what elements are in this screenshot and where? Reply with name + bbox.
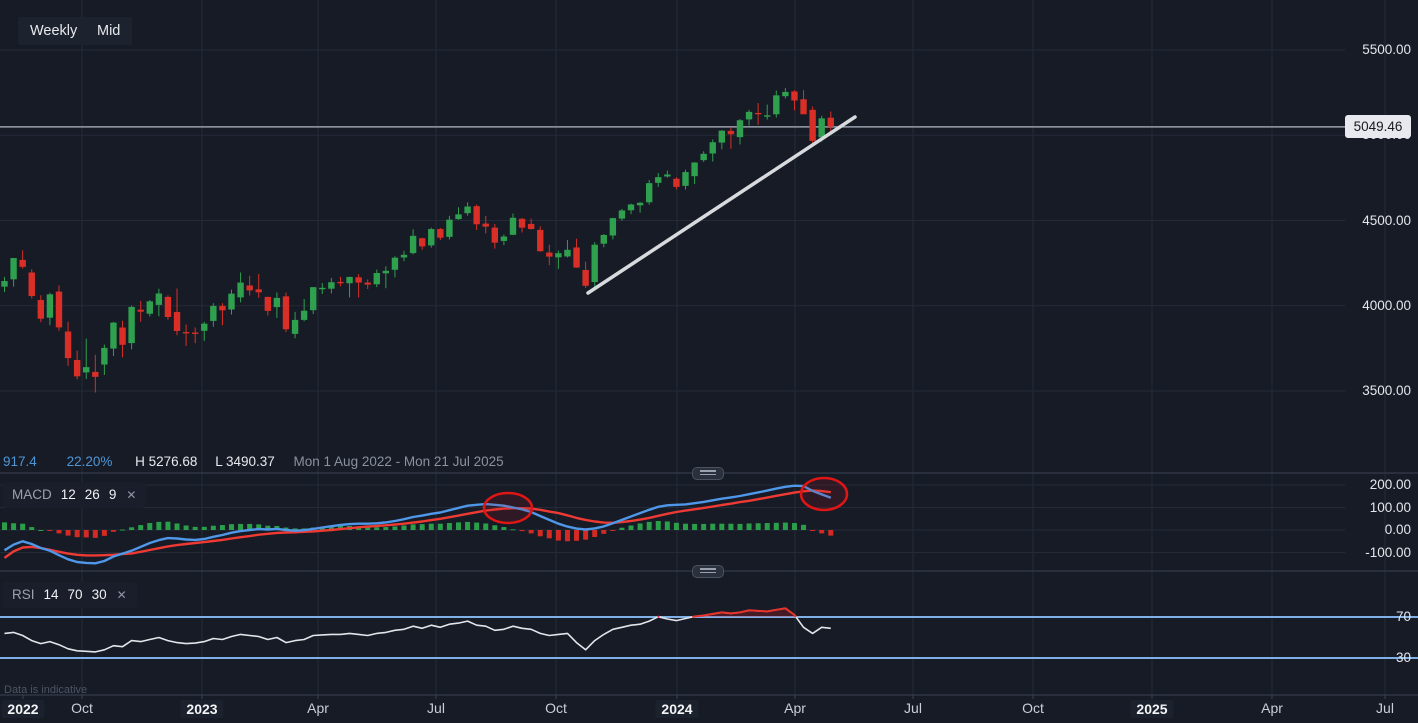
price-axis-label: 3500.00: [1362, 383, 1411, 398]
rsi-close-icon[interactable]: ✕: [116, 588, 127, 602]
macd-axis-label: 100.00: [1369, 499, 1411, 515]
rsi-layer[interactable]: [4, 607, 831, 653]
rsi-label: RSI: [12, 587, 35, 602]
price-axis[interactable]: 5500.005000.004500.004000.003500.00200.0…: [1345, 0, 1418, 695]
chart-size-mid-button[interactable]: Mid: [85, 17, 133, 45]
macd-layer[interactable]: [2, 484, 834, 565]
pane-resize-handle-rsi[interactable]: [692, 565, 724, 578]
rsi-param-lower: 30: [91, 587, 107, 602]
macd-line: [3, 484, 832, 565]
time-axis-month-label: Jul: [427, 700, 445, 716]
rsi-param-upper: 70: [67, 587, 83, 602]
time-axis-month-label: Jul: [1376, 700, 1394, 716]
rsi-legend[interactable]: RSI 14 70 30 ✕: [2, 582, 137, 608]
annotation-ellipse[interactable]: [482, 491, 534, 525]
time-axis-month-label: Oct: [1022, 700, 1044, 716]
macd-axis-label: 200.00: [1369, 477, 1411, 492]
time-axis-month-label: Apr: [1261, 700, 1283, 716]
time-axis-month-label: Oct: [71, 700, 93, 716]
macd-axis-label: 0.00: [1384, 522, 1411, 537]
macd-param-slow: 26: [84, 487, 100, 502]
price-axis-label: 4000.00: [1362, 297, 1411, 313]
macd-axis-label: -100.00: [1365, 544, 1411, 560]
symbol-info-bar: 917.4 22.20% H 5276.68 L 3490.37 Mon 1 A…: [3, 454, 504, 469]
rsi-overbought-line: [692, 607, 797, 618]
range-low: L 3490.37: [215, 454, 275, 469]
macd-label: MACD: [12, 487, 52, 502]
macd-signal-line: [3, 489, 831, 559]
change-percent: 22.20%: [66, 454, 113, 469]
price-axis-label: 5500.00: [1362, 42, 1411, 57]
time-axis-year-label: 2024: [655, 700, 699, 718]
time-axis[interactable]: 2022 Oct 2023 Apr Jul Oct 2024 Apr Jul Oct 2025 Apr…: [0, 695, 1418, 723]
trendline-drawing[interactable]: [586, 115, 857, 295]
data-indicative-note: Data is indicative: [4, 684, 88, 696]
gridlines: [0, 0, 1418, 699]
current-price-badge: 5049.46: [1345, 115, 1411, 139]
macd-param-fast: 12: [60, 487, 76, 502]
candles-layer[interactable]: [1, 88, 834, 393]
timeframe-weekly-button[interactable]: Weekly: [18, 17, 90, 45]
rsi-overbought-fill: [692, 608, 796, 617]
time-axis-month-label: Jul: [904, 700, 922, 716]
range-high: H 5276.68: [135, 454, 198, 469]
price-axis-label: 4500.00: [1362, 212, 1411, 228]
date-range: Mon 1 Aug 2022 - Mon 21 Jul 2025: [293, 454, 504, 469]
rsi-param-length: 14: [43, 587, 59, 602]
time-axis-year-label: 2025: [1130, 700, 1174, 718]
macd-param-signal: 9: [108, 487, 117, 502]
macd-legend[interactable]: MACD 12 26 9 ✕: [2, 482, 147, 508]
rsi-axis-label: 30: [1395, 650, 1411, 665]
time-axis-month-label: Oct: [545, 700, 567, 716]
macd-close-icon[interactable]: ✕: [126, 488, 137, 502]
rsi-axis-label: 70: [1395, 609, 1411, 624]
time-axis-month-label: Apr: [784, 700, 806, 716]
annotation-ellipse[interactable]: [799, 476, 849, 512]
pane-resize-handle-macd[interactable]: [692, 467, 724, 480]
change-value: 917.4: [3, 454, 37, 469]
time-axis-year-label: 2022: [1, 700, 45, 718]
time-axis-year-label: 2023: [180, 700, 224, 718]
time-axis-month-label: Apr: [307, 700, 329, 716]
